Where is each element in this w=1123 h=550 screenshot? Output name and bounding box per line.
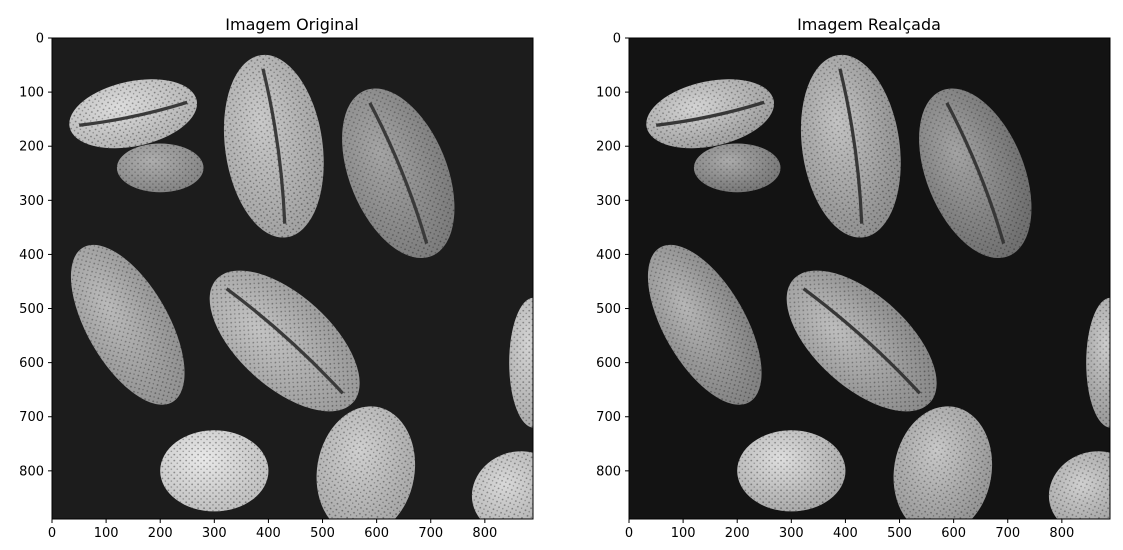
y-tick-label: 400 — [19, 248, 44, 263]
x-tick-label: 800 — [472, 526, 497, 541]
right-image — [629, 38, 1110, 519]
grain-shading — [471, 451, 533, 519]
pollen-grain — [919, 88, 1032, 259]
pollen-grain — [116, 143, 204, 193]
x-tick-label: 300 — [779, 526, 804, 541]
pollen-grain — [786, 270, 937, 412]
y-tick-label: 300 — [596, 194, 621, 209]
pollen-grain — [647, 244, 762, 405]
y-tick-label: 800 — [596, 464, 621, 479]
x-tick-label: 500 — [887, 526, 912, 541]
pollen-grain — [693, 143, 781, 193]
grain-shading — [223, 54, 324, 238]
pollen-grain — [509, 297, 533, 428]
left-axes-frame — [51, 37, 534, 520]
grain-shading — [69, 79, 198, 149]
y-tick-label: 700 — [596, 410, 621, 425]
grain-seam — [368, 102, 429, 245]
pollen-grain — [893, 406, 993, 519]
pollen-grain — [223, 54, 324, 238]
grain-shading — [646, 79, 775, 149]
x-tick-label: 0 — [48, 526, 56, 541]
left-axis-ticks: 0 100 200 300 400 500 600 700 800 0 100 200 300 400 50… — [19, 32, 497, 542]
pollen-grain — [316, 406, 416, 519]
x-tick-label: 100 — [94, 526, 119, 541]
x-tick-label: 700 — [418, 526, 443, 541]
left-image — [52, 38, 533, 519]
pollen-grain — [160, 430, 269, 512]
x-tick-label: 300 — [202, 526, 227, 541]
y-tick-label: 0 — [36, 32, 44, 47]
grain-shading — [737, 430, 846, 512]
y-tick-label: 800 — [19, 464, 44, 479]
grain-seam — [838, 68, 864, 224]
grain-seam — [78, 100, 188, 127]
right-subplot: Imagem Realçada 0 100 200 300 400 500 600 700 80… — [596, 15, 1111, 542]
x-tick-label: 400 — [256, 526, 281, 541]
y-tick-label: 0 — [613, 32, 621, 47]
right-subplot-title: Imagem Realçada — [797, 15, 941, 34]
x-tick-label: 400 — [833, 526, 858, 541]
x-tick-label: 600 — [364, 526, 389, 541]
pollen-grain — [646, 79, 775, 149]
pollen-grain — [342, 88, 455, 259]
pollen-grain — [69, 79, 198, 149]
grain-shading — [1086, 297, 1110, 428]
pollen-grain — [800, 54, 901, 238]
x-tick-label: 100 — [671, 526, 696, 541]
pollen-grain — [209, 270, 360, 412]
y-tick-label: 100 — [596, 86, 621, 101]
x-tick-label: 800 — [1049, 526, 1074, 541]
x-tick-label: 200 — [148, 526, 173, 541]
y-tick-label: 500 — [19, 302, 44, 317]
y-tick-label: 600 — [19, 356, 44, 371]
y-tick-label: 400 — [596, 248, 621, 263]
grain-shading — [800, 54, 901, 238]
y-tick-label: 700 — [19, 410, 44, 425]
grain-seam — [261, 68, 287, 224]
pollen-grain — [471, 451, 533, 519]
pollen-grain — [1048, 451, 1110, 519]
y-tick-label: 200 — [596, 140, 621, 155]
y-tick-label: 100 — [19, 86, 44, 101]
x-tick-label: 200 — [725, 526, 750, 541]
y-tick-label: 600 — [596, 356, 621, 371]
grain-shading — [342, 88, 455, 259]
y-tick-label: 300 — [19, 194, 44, 209]
y-tick-label: 200 — [19, 140, 44, 155]
grain-seam — [802, 287, 921, 395]
grain-seam — [655, 100, 765, 127]
pollen-grain — [737, 430, 846, 512]
grain-shading — [160, 430, 269, 512]
grain-seam — [225, 287, 344, 395]
grain-shading — [316, 406, 416, 519]
grain-shading — [893, 406, 993, 519]
pollen-grain — [70, 244, 185, 405]
grain-shading — [70, 244, 185, 405]
x-tick-label: 600 — [941, 526, 966, 541]
x-tick-label: 500 — [310, 526, 335, 541]
left-subplot: Imagem Original 0 100 200 300 400 500 600 700 80… — [19, 15, 534, 542]
y-tick-label: 500 — [596, 302, 621, 317]
grain-seam — [945, 102, 1006, 245]
enhancement-overlay — [629, 38, 1110, 519]
grain-shading — [509, 297, 533, 428]
pollen-grain — [1086, 297, 1110, 428]
grain-shading — [647, 244, 762, 405]
right-axes-frame — [628, 37, 1111, 520]
left-subplot-title: Imagem Original — [225, 15, 358, 34]
grain-shading — [693, 143, 781, 193]
grain-shading — [116, 143, 204, 193]
grain-shading — [1048, 451, 1110, 519]
right-axis-ticks: 0 100 200 300 400 500 600 700 800 0 100 200 300 400 50… — [596, 32, 1074, 542]
x-tick-label: 0 — [625, 526, 633, 541]
grain-shading — [919, 88, 1032, 259]
x-tick-label: 700 — [995, 526, 1020, 541]
